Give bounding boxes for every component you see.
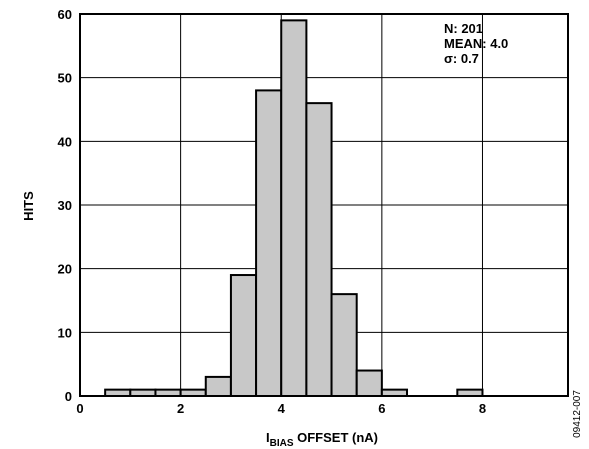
stats-annotation: N: 201 MEAN: 4.0 σ: 0.7 bbox=[444, 21, 508, 66]
figure-id: 09412-007 bbox=[572, 390, 583, 438]
bar-4 bbox=[204, 375, 232, 397]
y-tick-label-2: 20 bbox=[58, 262, 72, 277]
y-tick-label-0: 0 bbox=[65, 389, 72, 404]
y-tick-label-1: 10 bbox=[58, 325, 72, 340]
bar-10 bbox=[355, 369, 383, 397]
y-axis-title: HITS bbox=[21, 191, 36, 221]
x-axis-title-subscript: BIAS bbox=[270, 438, 294, 449]
stat-sigma: σ: 0.7 bbox=[444, 51, 479, 66]
plot-frame bbox=[79, 13, 569, 397]
x-tick-label-3: 6 bbox=[378, 401, 385, 416]
x-tick-label-0: 0 bbox=[76, 401, 83, 416]
x-axis-title: IBIAS OFFSET (nA) bbox=[266, 430, 378, 449]
y-tick-label-5: 50 bbox=[58, 71, 72, 86]
stat-mean: MEAN: 4.0 bbox=[444, 36, 508, 51]
y-tick-label-3: 30 bbox=[58, 198, 72, 213]
y-tick-labels: 0 10 20 30 40 50 60 bbox=[58, 7, 72, 404]
x-tick-label-4: 8 bbox=[479, 401, 486, 416]
x-axis-title-main: I bbox=[266, 430, 270, 445]
bar-9 bbox=[330, 293, 358, 397]
bar-5 bbox=[229, 274, 258, 397]
stat-n: N: 201 bbox=[444, 21, 483, 36]
x-tick-label-1: 2 bbox=[177, 401, 184, 416]
bars bbox=[104, 19, 484, 398]
x-axis-title-rest: OFFSET (nA) bbox=[294, 430, 379, 445]
y-tick-label-6: 60 bbox=[58, 7, 72, 22]
x-tick-label-2: 4 bbox=[278, 401, 286, 416]
x-tick-labels: 0 2 4 6 8 bbox=[76, 401, 486, 416]
y-tick-label-4: 40 bbox=[58, 134, 72, 149]
bar-6 bbox=[255, 89, 283, 398]
bar-7 bbox=[280, 19, 308, 397]
bar-8 bbox=[305, 102, 333, 397]
